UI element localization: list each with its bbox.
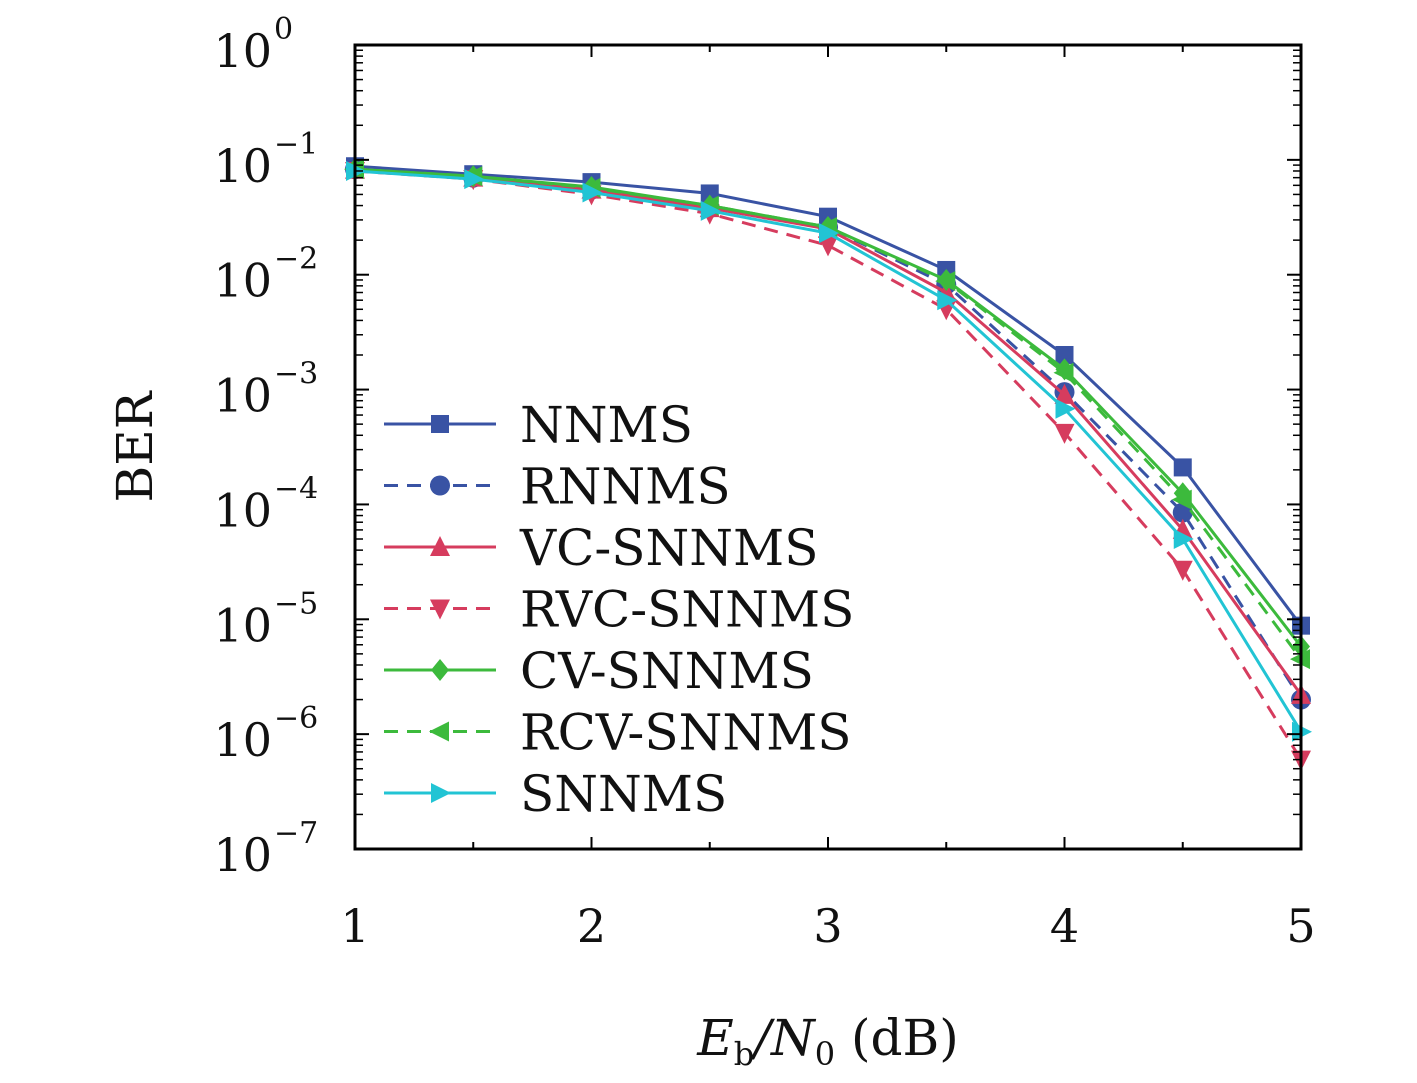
data-point [700,200,721,221]
legend-label: SNNMS [520,765,727,823]
data-point [1173,458,1192,477]
legend-entry: SNNMS [384,765,727,823]
y-tick-label: 10 [213,483,272,537]
legend-marker [431,659,449,681]
x-axis-title-sub2: 0 [815,1035,835,1073]
legend: NNMSRNNMSVC-SNNMSRVC-SNNMSCV-SNNMSRCV-SN… [384,396,854,823]
x-axis-title-sep: /N [750,1009,817,1067]
legend-marker [430,536,450,556]
legend-label: RVC-SNNMS [520,581,854,639]
legend-marker [430,599,450,620]
y-tick-label-exponent: −6 [274,701,318,736]
x-axis-title-sub: b [734,1035,754,1073]
data-point [819,223,839,244]
x-tick-label: 5 [1286,899,1315,953]
y-tick-label: 10 [213,254,272,308]
legend-label: CV-SNNMS [520,642,814,700]
x-tick-label: 1 [340,899,369,953]
ticks-layer [354,44,1302,850]
y-tick-label-exponent: −3 [274,357,318,392]
legend-marker [429,721,449,742]
data-point [935,271,956,292]
series-line [354,167,1303,701]
x-tick-label: 4 [1050,899,1079,953]
y-tick-label: 10 [213,24,272,78]
legend-entry: CV-SNNMS [384,642,814,700]
x-tick-label: 2 [577,899,606,953]
legend-entry: VC-SNNMS [384,519,818,577]
legend-marker [430,475,450,496]
y-tick-label: 10 [213,713,272,767]
data-point [1055,398,1076,419]
data-point [1173,529,1194,550]
y-tick-label: 10 [213,828,272,882]
data-point [1055,345,1074,364]
legend-marker [431,415,449,433]
x-tick-label: 3 [813,899,842,953]
data-point [818,236,838,257]
series-rvc-snnms [345,161,1311,771]
y-tick-label-exponent: −2 [274,242,318,277]
y-tick-label-exponent: −5 [274,586,318,621]
data-point [1172,560,1193,581]
x-axis-title-unit: (dB) [835,1009,959,1067]
data-point [582,182,603,203]
x-axis-title: Eb/N0 (dB) [696,1009,959,1073]
data-point [937,290,958,311]
legend-label: VC-SNNMS [519,519,818,577]
legend-label: RNNMS [520,458,731,516]
data-point [1054,423,1075,444]
data-point [1171,489,1192,510]
legend-label: RCV-SNNMS [520,704,852,762]
y-tick-label: 10 [213,139,272,193]
legend-entry: NNMS [384,396,693,454]
y-tick-label-exponent: −1 [274,127,318,162]
legend-marker [431,783,451,803]
y-tick-label: 10 [213,598,272,652]
y-tick-label: 10 [213,369,272,423]
legend-entry: RVC-SNNMS [384,581,854,639]
legend-entry: RNNMS [384,458,731,516]
y-axis-title: BER [106,390,164,502]
y-tick-label-exponent: 0 [274,12,293,47]
legend-entry: RCV-SNNMS [384,704,852,762]
y-tick-label-exponent: −7 [274,816,318,851]
data-point [1053,362,1074,383]
x-axis-title-main: E [696,1009,734,1067]
series-layer [344,157,1312,771]
y-tick-label-exponent: −4 [274,471,318,506]
series-line [354,169,1303,761]
data-point [464,169,485,190]
data-point [1054,383,1075,404]
legend-label: NNMS [520,396,693,454]
